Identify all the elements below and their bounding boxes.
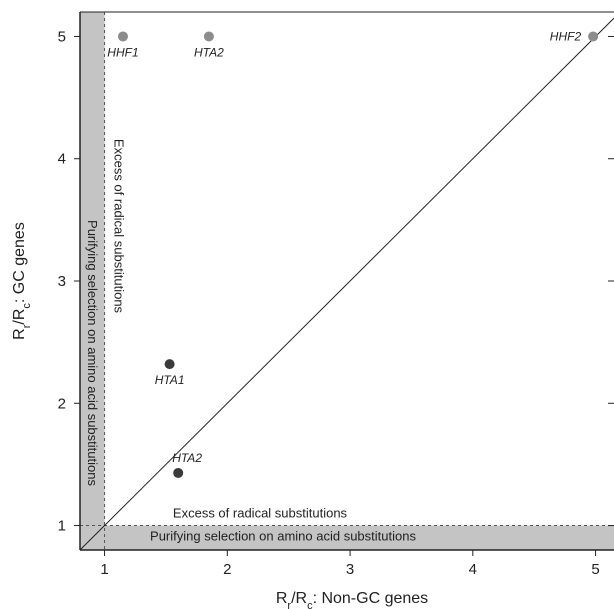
data-point [588, 31, 599, 42]
point-label: HTA1 [155, 373, 185, 387]
y-axis-label: Rr/Rc: GC genes [11, 222, 33, 340]
x-tick-label: 1 [100, 561, 108, 578]
region-label-horizontal-excess: Excess of radical substitutions [173, 506, 348, 521]
data-point [117, 31, 128, 42]
x-tick-label: 4 [469, 561, 477, 578]
x-axis-label: Rr/Rc: Non-GC genes [276, 590, 428, 609]
region-label-vertical-excess: Excess of radical substitutions [112, 139, 127, 314]
y-tick-label: 4 [58, 151, 66, 168]
data-point [164, 359, 175, 370]
point-label: HHF2 [550, 29, 582, 43]
y-tick-label: 2 [58, 395, 66, 412]
axes: 1 2 3 4 5 1 2 3 4 5 Rr/Rc: Non-GC genes Rr/Rc: GC g… [11, 11, 614, 609]
text-labels: HHF1 HTA2 HHF2 HTA1 HTA2 Purifying selection … [85, 29, 581, 543]
region-label-horizontal-purifying: Purifying selection on amino acid substi… [150, 529, 416, 544]
diagonal-line [80, 17, 614, 550]
horizontal-shaded-band [80, 525, 614, 550]
data-point [173, 467, 184, 478]
y-tick-label: 5 [58, 28, 66, 45]
y-tick-label: 3 [58, 273, 66, 290]
data-points [117, 31, 599, 478]
shaded-regions [80, 12, 614, 550]
point-label: HHF1 [107, 45, 138, 59]
point-label: HTA2 [172, 451, 202, 465]
region-label-vertical-purifying: Purifying selection on amino acid substi… [85, 220, 100, 486]
x-tick-label: 3 [346, 561, 354, 578]
data-point [203, 31, 214, 42]
point-label: HTA2 [194, 45, 224, 59]
reference-lines [80, 12, 614, 550]
vertical-shaded-band [80, 12, 105, 550]
x-tick-label: 2 [223, 561, 231, 578]
x-tick-label: 5 [591, 561, 599, 578]
y-tick-label: 1 [58, 518, 66, 535]
